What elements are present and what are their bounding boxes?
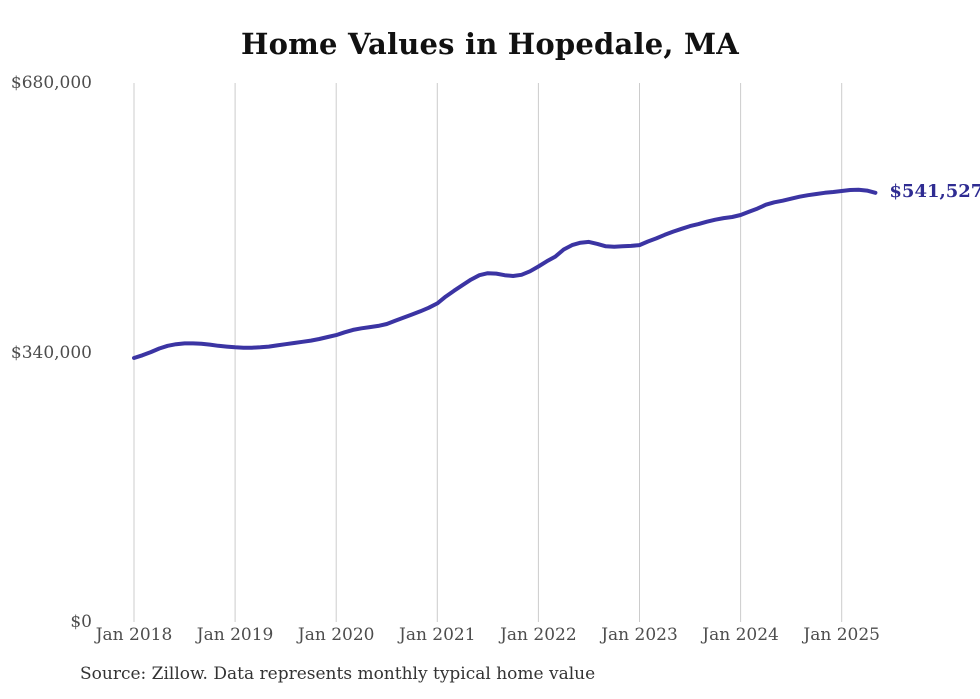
- y-tick-label: $0: [70, 612, 92, 632]
- x-tick-label: Jan 2019: [196, 625, 274, 645]
- y-tick-label: $340,000: [10, 342, 92, 363]
- x-tick-label: Jan 2020: [297, 625, 375, 645]
- x-tick-label: Jan 2023: [601, 625, 678, 645]
- x-tick-label: Jan 2022: [500, 625, 577, 645]
- current-value-label: $541,527: [889, 180, 980, 202]
- x-tick-label: Jan 2024: [702, 625, 779, 645]
- x-tick-label: Jan 2021: [399, 625, 476, 645]
- source-note: Source: Zillow. Data represents monthly …: [80, 664, 596, 684]
- value-line: [132, 187, 878, 360]
- y-tick-label: $680,000: [10, 73, 92, 93]
- chart-title: Home Values in Hopedale, MA: [241, 27, 739, 61]
- x-tick-label: Jan 2018: [95, 625, 173, 645]
- x-tick-label: Jan 2025: [803, 625, 880, 645]
